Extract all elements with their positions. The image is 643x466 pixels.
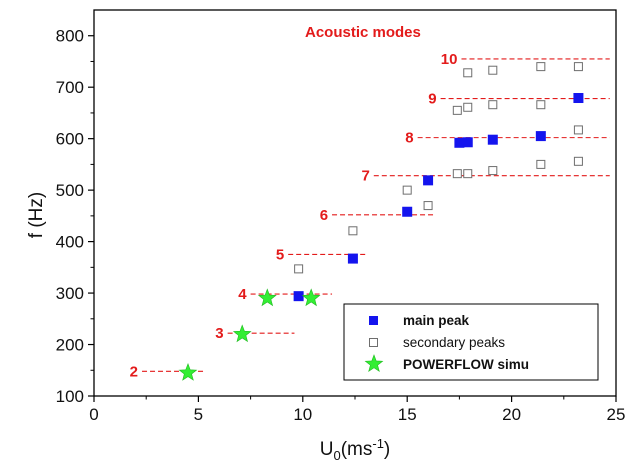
powerflow-simu-point	[178, 362, 198, 381]
legend-item-secondary-peaks: secondary peaks	[369, 335, 505, 350]
y-axis-title: f (Hz)	[26, 192, 47, 238]
x-tick-label: 20	[502, 405, 521, 424]
y-tick-label: 300	[56, 284, 84, 303]
main-peak-point	[347, 253, 358, 264]
secondary-peak-point	[452, 105, 462, 115]
main-peak-point	[423, 175, 434, 186]
mode-label-10: 10	[441, 51, 458, 68]
legend-box	[343, 303, 599, 381]
legend-star-shape	[364, 354, 384, 372]
y-tick-label: 700	[56, 78, 84, 97]
secondary-peak-point	[488, 65, 498, 75]
secondary-peak-point	[348, 226, 358, 236]
main-peak-point	[402, 206, 413, 217]
mode-label-7: 7	[361, 168, 369, 185]
mode-label-4: 4	[238, 286, 247, 303]
powerflow-simu-point	[257, 288, 277, 307]
legend-marker-main-peak	[369, 316, 378, 325]
main-peak-point	[293, 291, 304, 302]
y-tick-label: 500	[56, 181, 84, 200]
y-tick-label: 100	[56, 387, 84, 406]
secondary-peak-point	[463, 68, 473, 78]
secondary-peak-point	[536, 100, 546, 110]
x-tick-label: 25	[607, 405, 626, 424]
legend-marker-powerflow-simu	[364, 354, 384, 372]
secondary-peak-point	[573, 125, 583, 135]
x-axis-title-subscript: 0	[333, 448, 340, 463]
x-axis-title-superscript: -1	[372, 436, 384, 451]
y-tick-label: 200	[56, 336, 84, 355]
secondary-peak-point	[294, 264, 304, 274]
legend-label-powerflow-simu: POWERFLOW simu	[403, 357, 529, 372]
x-tick-label: 15	[398, 405, 417, 424]
main-peak-point	[462, 137, 473, 148]
mode-label-3: 3	[215, 325, 223, 342]
x-tick-label: 5	[194, 405, 203, 424]
legend-item-powerflow-simu: POWERFLOW simu	[364, 354, 529, 372]
main-peak-point	[573, 93, 584, 104]
x-axis-title: U0(ms-1)	[320, 436, 391, 463]
main-peak-point	[487, 134, 498, 145]
secondary-peak-point	[536, 159, 546, 169]
mode-label-6: 6	[320, 207, 328, 224]
secondary-peak-point	[488, 100, 498, 110]
legend-label-secondary-peaks: secondary peaks	[403, 335, 505, 350]
secondary-peak-point	[463, 102, 473, 112]
y-tick-label: 400	[56, 233, 84, 252]
main-peak-point	[454, 137, 465, 148]
secondary-peak-point	[452, 169, 462, 179]
mode-labels: 2 3 4 5 6 7 8 9 10	[130, 51, 458, 380]
axis-ticks	[88, 35, 617, 402]
mode-label-5: 5	[276, 246, 284, 263]
mode-label-2: 2	[130, 363, 138, 380]
secondary-peak-point	[488, 166, 498, 176]
mode-label-8: 8	[405, 130, 413, 147]
x-axis-title-close: )	[384, 439, 390, 460]
legend-label-main-peak: main peak	[403, 313, 470, 328]
data-markers	[178, 62, 584, 381]
legend: main peak secondary peaks POWERFLOW simu	[343, 303, 599, 381]
secondary-peak-point	[463, 169, 473, 179]
secondary-peak-point	[423, 201, 433, 211]
x-tick-label: 0	[89, 405, 98, 424]
main-peak-point	[535, 131, 546, 142]
mode-label-9: 9	[428, 91, 436, 108]
secondary-peak-point	[573, 156, 583, 166]
powerflow-simu-point	[232, 324, 252, 343]
x-tick-label: 10	[293, 405, 312, 424]
y-tick-label: 600	[56, 130, 84, 149]
legend-item-main-peak: main peak	[369, 313, 470, 328]
secondary-peak-point	[573, 62, 583, 72]
powerflow-simu-point	[301, 288, 321, 307]
secondary-peak-point	[402, 185, 412, 195]
legend-marker-secondary-peaks	[369, 338, 378, 347]
secondary-peak-point	[536, 62, 546, 72]
y-tick-label: 800	[56, 27, 84, 46]
x-axis-title-symbol: U	[320, 439, 334, 460]
annotation-acoustic-modes: Acoustic modes	[305, 24, 421, 41]
x-axis-title-unit: (ms	[341, 439, 373, 460]
